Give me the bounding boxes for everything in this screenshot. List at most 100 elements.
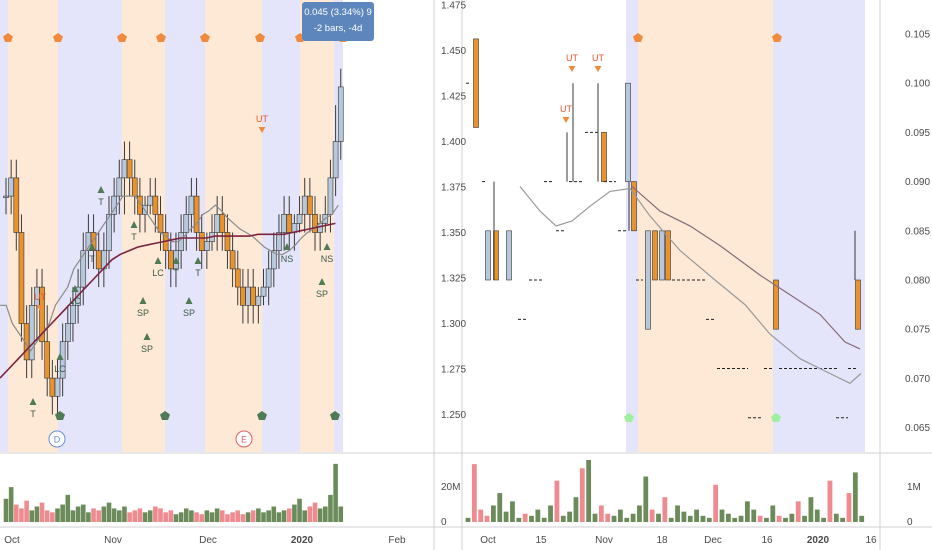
volume-bar (178, 512, 184, 522)
volume-bar (147, 510, 153, 522)
volume-bar (163, 512, 168, 522)
candle-body (116, 177, 123, 197)
background-band (638, 0, 773, 452)
volume-bar (598, 505, 604, 522)
up-triangle-icon (71, 285, 79, 292)
ma-short-line (0, 195, 339, 352)
y-tick-label: 1.325 (441, 274, 466, 285)
pentagon-icon (160, 411, 170, 420)
volume-bar (34, 506, 40, 522)
candle-body (332, 141, 339, 179)
volume-bar (852, 472, 858, 522)
down-triangle-icon (36, 305, 44, 311)
volume-bar (503, 511, 509, 522)
renko-box (625, 82, 631, 182)
volume-bar (194, 512, 199, 522)
renko-box (473, 38, 479, 128)
candle-body (240, 286, 246, 306)
y-tick-label: 0.095 (905, 128, 930, 139)
candle-body (204, 241, 210, 252)
y-tick-label: 0.070 (905, 374, 930, 385)
volume-bar (484, 515, 490, 522)
y-tick-label: 0.080 (905, 276, 930, 287)
up-triangle-icon (97, 186, 105, 193)
candle-body (39, 286, 45, 343)
y-tick-label: 1.400 (441, 137, 466, 148)
ma-long-line (0, 222, 336, 379)
volume-bar (764, 517, 769, 522)
circle-label: E (241, 435, 247, 445)
volume-bar (245, 512, 251, 522)
y-tick-label: 0.100 (905, 79, 930, 90)
volume-bar (560, 515, 566, 522)
volume-bar (706, 517, 712, 522)
volume-bar (256, 508, 261, 522)
volume-bar (250, 510, 256, 522)
volume-bar (681, 511, 687, 522)
volume-bar (808, 497, 814, 522)
candle-body (147, 195, 153, 206)
renko-box (631, 181, 637, 232)
volume-bar (292, 504, 297, 522)
volume-bar (55, 508, 60, 522)
candle-body (250, 286, 256, 306)
pentagon-icon (633, 33, 643, 42)
signal-label: T (173, 268, 179, 278)
volume-bar (328, 494, 333, 522)
volume-bar (137, 508, 143, 522)
x-tick-label: Feb (388, 535, 406, 546)
volume-bar (302, 510, 307, 522)
volume-bar (261, 512, 266, 522)
volume-bar (286, 508, 292, 522)
volume-bar (821, 517, 826, 522)
volume-bar (478, 509, 484, 522)
volume-bar (338, 506, 344, 522)
candle-body (234, 268, 241, 288)
candle-body (307, 195, 313, 215)
signal-label: T (195, 268, 201, 278)
volume-bar (91, 508, 96, 522)
pentagon-icon (771, 413, 781, 422)
renko-box (601, 132, 607, 182)
x-tick-label: 16 (865, 535, 877, 546)
y-tick-label: 1.450 (441, 46, 466, 57)
volume-bar (29, 510, 35, 522)
x-tick-label: Oct (4, 535, 20, 546)
volume-bar (19, 508, 24, 522)
volume-bar (199, 514, 204, 522)
candle-body (255, 295, 262, 306)
volume-bar (204, 510, 210, 522)
volume-bar (611, 515, 617, 522)
volume-bar (276, 512, 282, 522)
circle-marker-icon (235, 430, 253, 448)
volume-bar (80, 504, 86, 522)
down-triangle-icon (594, 66, 602, 72)
candle-body (219, 214, 226, 233)
volume-bar (751, 509, 757, 522)
renko-box (506, 230, 512, 281)
candle-body (3, 195, 9, 198)
volume-bar (745, 501, 750, 522)
volume-bar (592, 513, 598, 522)
signal-label: SP (316, 289, 328, 299)
volume-bar (827, 480, 833, 522)
circle-marker-icon (48, 430, 66, 448)
pentagon-icon (257, 411, 267, 420)
candle-body (18, 232, 25, 324)
volume-bar (510, 501, 515, 522)
y-tick-label: 0.090 (905, 177, 930, 188)
volume-bar (307, 506, 313, 522)
renko-box (659, 230, 665, 281)
candle-body (229, 250, 236, 270)
volume-bar (317, 508, 323, 522)
y-tick-label: 0.105 (905, 30, 930, 41)
renko-box (665, 230, 671, 281)
candle-body (198, 232, 205, 252)
candle-body (126, 159, 133, 179)
candle-body (265, 268, 272, 288)
pentagon-icon (3, 33, 13, 42)
signal-label: SP (137, 308, 149, 318)
ma-long-line (631, 186, 861, 350)
volume-bar (656, 513, 661, 522)
